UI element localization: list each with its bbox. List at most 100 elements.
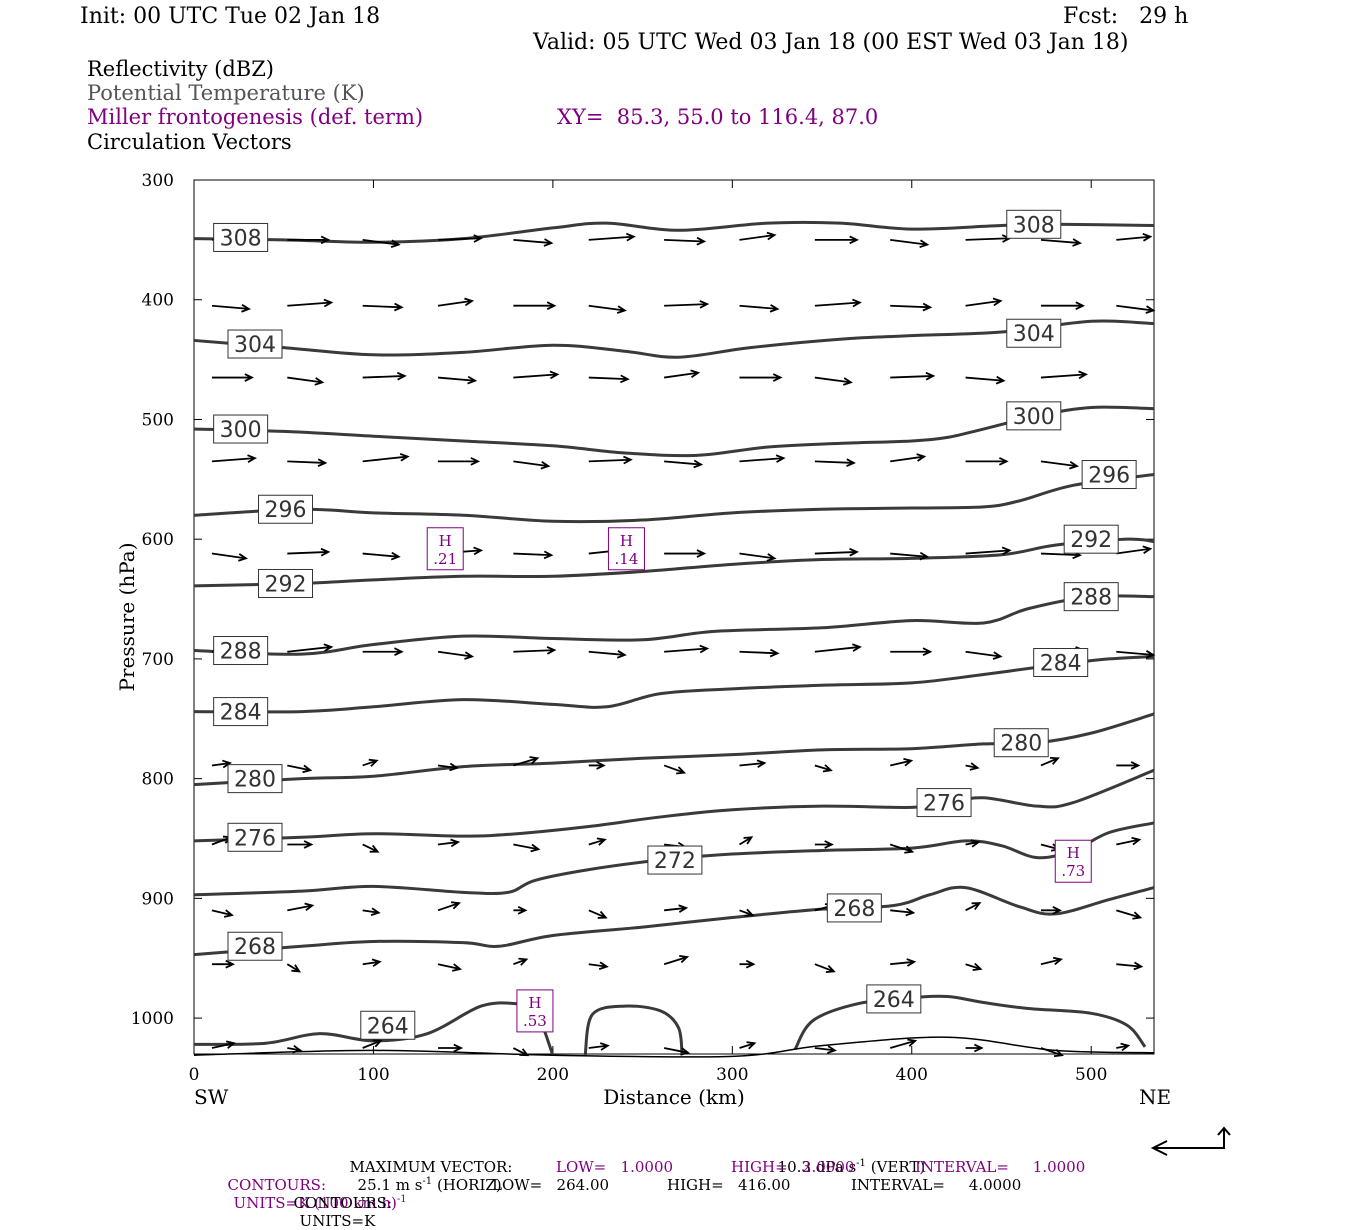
circulation-vector-arrow xyxy=(211,552,248,562)
circulation-vector-arrow xyxy=(211,1040,236,1049)
circulation-vector-arrow xyxy=(814,298,862,308)
circulation-vector-arrow xyxy=(965,234,1012,243)
init-time: Init: 00 UTC Tue 02 Jan 18 xyxy=(80,4,381,29)
x-end-label-ne: NE xyxy=(1139,1085,1171,1109)
y-tick-label: 500 xyxy=(142,410,174,430)
circulation-vector-arrow xyxy=(362,453,410,463)
circulation-vector-arrow xyxy=(889,1038,918,1049)
y-tick-label: 1000 xyxy=(131,1009,174,1029)
circulation-vector-arrow xyxy=(814,376,853,386)
circulation-vector-arrow xyxy=(890,958,917,967)
footer-theta-contours: CONTOURS: UNITS=K xyxy=(293,1194,393,1230)
contour-label-284: 284 xyxy=(1040,651,1082,676)
circulation-vector-arrow xyxy=(588,837,607,846)
circulation-vector-arrow xyxy=(513,460,551,470)
theta-contour-264c xyxy=(793,994,1147,1051)
circulation-vector-arrow xyxy=(588,304,627,314)
circulation-vector-arrow xyxy=(588,961,609,970)
circulation-vector-arrow xyxy=(211,454,258,463)
circulation-vector-arrow xyxy=(890,647,933,657)
circulation-vector-arrow xyxy=(739,759,767,768)
x-tick-label: 0 xyxy=(189,1065,200,1085)
legend-reflectivity: Reflectivity (dBZ) xyxy=(87,57,275,81)
circulation-vector-arrow xyxy=(664,549,707,558)
circulation-vector-arrow xyxy=(739,908,755,917)
circulation-vector-arrow xyxy=(362,238,401,249)
circulation-vector-arrow xyxy=(513,756,540,767)
circulation-vector-arrow xyxy=(437,901,461,912)
theta-contour-264b xyxy=(583,1004,684,1056)
contour-label-box xyxy=(1063,524,1119,554)
circulation-vector-arrow xyxy=(437,963,463,972)
circulation-vector-arrow xyxy=(1040,370,1089,380)
circulation-vector-arrow xyxy=(286,963,302,973)
theta-contour-304 xyxy=(193,319,1155,359)
circulation-vector-arrow xyxy=(739,959,756,969)
circulation-vector-arrow xyxy=(362,647,404,657)
circulation-vector-arrow xyxy=(1040,956,1063,966)
contour-label-292: 292 xyxy=(265,572,307,597)
circulation-vector-arrow xyxy=(814,235,859,245)
contour-label-box xyxy=(993,728,1049,758)
fronto-max-h-label: H xyxy=(1067,844,1080,862)
circulation-vector-arrow xyxy=(890,302,933,312)
max-vector-label: MAXIMUM VECTOR: xyxy=(349,1158,513,1176)
footer-max-vector: MAXIMUM VECTOR: 25.1 m s-1 (HORIZ) xyxy=(340,1140,513,1194)
footer-max-vector-vert: 10.3 dPa s-1 (VERT) xyxy=(777,1158,926,1176)
circulation-vector-arrow xyxy=(287,643,334,653)
contour-label-box xyxy=(213,414,269,444)
circulation-vector-arrow xyxy=(663,1047,691,1056)
circulation-vector-arrow xyxy=(664,904,689,913)
circulation-vector-arrow xyxy=(965,962,983,972)
circulation-vector-arrow xyxy=(664,459,704,469)
circulation-vector-arrow xyxy=(513,843,541,853)
circulation-vector-arrow xyxy=(890,551,930,561)
circulation-vector-arrow xyxy=(513,646,557,655)
x-tick-label: 500 xyxy=(1075,1065,1107,1085)
circulation-vector-arrow xyxy=(739,648,780,658)
circulation-vector-arrow xyxy=(1116,836,1142,846)
theta-contour-272 xyxy=(193,821,1155,897)
fronto-max-box xyxy=(1054,839,1092,883)
contour-label-box xyxy=(1063,582,1119,612)
x-tick-label: 200 xyxy=(537,1065,569,1085)
forecast-hour: Fcst: 29 h xyxy=(1063,4,1189,29)
circulation-vector-arrow xyxy=(211,759,232,769)
circulation-vector-arrow xyxy=(965,762,980,771)
theta-contour-308 xyxy=(193,220,1155,244)
circulation-vector-arrow xyxy=(663,764,687,775)
circulation-vector-arrow xyxy=(1116,233,1153,242)
y-tick-label: 700 xyxy=(142,650,174,670)
circulation-vector-arrow xyxy=(512,1047,530,1057)
circulation-vector-arrow xyxy=(814,643,862,653)
x-tick-label: 100 xyxy=(357,1065,389,1085)
circulation-vector-arrow xyxy=(1116,650,1156,659)
contour-label-308: 308 xyxy=(1013,213,1055,238)
contour-label-268: 268 xyxy=(833,897,875,922)
circulation-vector-arrow xyxy=(1040,301,1086,311)
contour-label-300: 300 xyxy=(1013,405,1055,430)
circulation-vector-arrow xyxy=(588,232,636,242)
circulation-vector-arrow xyxy=(965,546,1012,556)
footer-theta-high: HIGH= 416.00 xyxy=(667,1176,791,1194)
circulation-vector-arrow xyxy=(965,839,981,848)
circulation-vector-arrow xyxy=(588,761,606,770)
circulation-vector-arrow xyxy=(513,370,560,380)
fronto-max-h-label: H xyxy=(439,532,452,550)
y-tick-label: 900 xyxy=(142,889,174,909)
circulation-vector-arrow xyxy=(437,838,461,848)
circulation-vector-arrow xyxy=(287,764,313,774)
circulation-vector-arrow xyxy=(513,301,557,311)
contour-label-box xyxy=(1081,460,1137,490)
x-axis-label: Distance (km) xyxy=(603,1085,745,1109)
contour-label-276: 276 xyxy=(234,826,276,851)
circulation-vector-arrow xyxy=(588,374,630,384)
circulation-vector-arrow xyxy=(437,650,475,660)
fronto-max-h-label: H xyxy=(528,994,541,1012)
contour-label-272: 272 xyxy=(654,849,696,874)
contour-label-308: 308 xyxy=(220,226,262,251)
plot-frame xyxy=(193,179,1155,1055)
contour-label-304: 304 xyxy=(234,333,276,358)
circulation-vector-arrow xyxy=(588,455,633,465)
contour-label-268: 268 xyxy=(234,935,276,960)
